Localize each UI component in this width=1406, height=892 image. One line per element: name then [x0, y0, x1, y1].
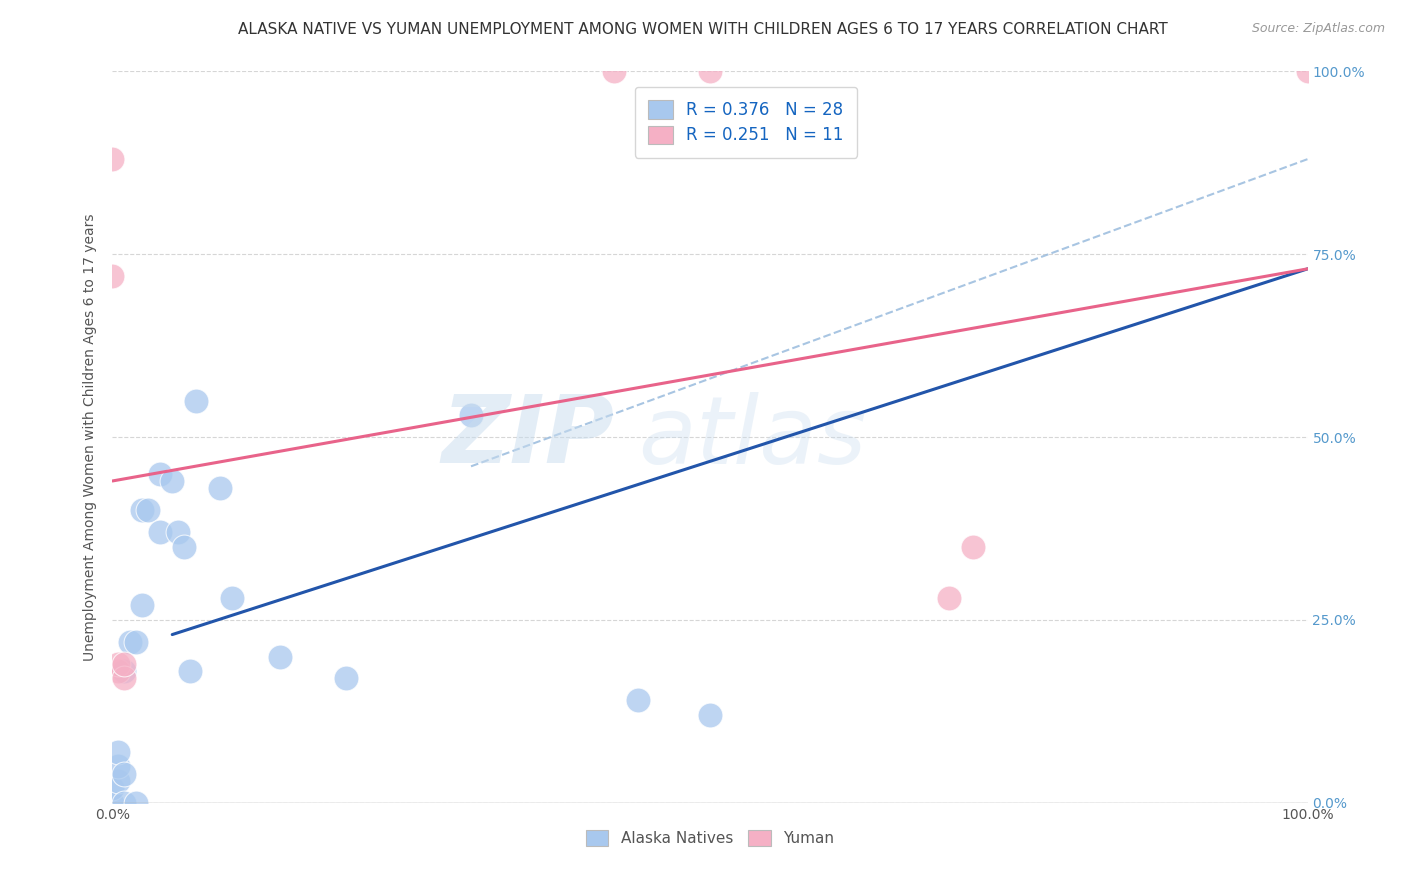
Point — [114, 664, 135, 678]
Point — [107, 759, 129, 773]
Point — [101, 796, 124, 810]
Y-axis label: Unemployment Among Women with Children Ages 6 to 17 years: Unemployment Among Women with Children A… — [83, 213, 97, 661]
Point — [107, 664, 129, 678]
Point — [101, 152, 124, 166]
Legend: Alaska Natives, Yuman: Alaska Natives, Yuman — [578, 822, 842, 854]
Point — [101, 781, 124, 796]
Point — [114, 657, 135, 671]
Text: ZIP: ZIP — [441, 391, 614, 483]
Point — [179, 664, 201, 678]
Point — [138, 503, 160, 517]
Point — [114, 766, 135, 780]
Point — [603, 64, 626, 78]
Point — [962, 540, 984, 554]
Point — [149, 525, 172, 540]
Point — [1296, 64, 1319, 78]
Point — [186, 393, 208, 408]
Point — [120, 635, 142, 649]
Point — [131, 503, 153, 517]
Point — [107, 657, 129, 671]
Point — [221, 591, 243, 605]
Point — [699, 64, 721, 78]
Point — [460, 408, 482, 422]
Point — [335, 672, 357, 686]
Text: Source: ZipAtlas.com: Source: ZipAtlas.com — [1251, 22, 1385, 36]
Point — [173, 540, 195, 554]
Text: ALASKA NATIVE VS YUMAN UNEMPLOYMENT AMONG WOMEN WITH CHILDREN AGES 6 TO 17 YEARS: ALASKA NATIVE VS YUMAN UNEMPLOYMENT AMON… — [238, 22, 1168, 37]
Point — [125, 635, 148, 649]
Point — [269, 649, 291, 664]
Point — [149, 467, 172, 481]
Point — [131, 599, 153, 613]
Point — [114, 672, 135, 686]
Point — [627, 693, 650, 707]
Text: atlas: atlas — [638, 392, 866, 483]
Point — [114, 796, 135, 810]
Point — [101, 269, 124, 284]
Point — [125, 796, 148, 810]
Point — [107, 745, 129, 759]
Point — [938, 591, 960, 605]
Point — [162, 474, 183, 488]
Point — [699, 708, 721, 723]
Point — [209, 481, 232, 495]
Point — [107, 773, 129, 788]
Point — [167, 525, 190, 540]
